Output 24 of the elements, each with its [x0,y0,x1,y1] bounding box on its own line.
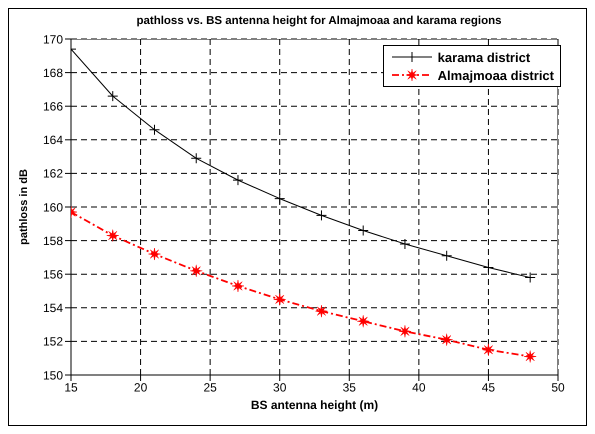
y-tick-label: 150 [42,368,64,382]
y-axis-title: pathloss in dB [18,169,30,245]
x-axis-title: BS antenna height (m) [250,398,378,412]
x-tick-label: 35 [342,380,356,395]
y-tick-label: 154 [42,301,64,316]
x-tick-label: 15 [64,380,78,395]
x-tick-label: 40 [412,380,426,395]
x-tick-label: 25 [203,380,218,395]
x-tick-label: 30 [273,380,287,395]
legend-label: Almajmoaa district [438,68,554,82]
y-tick-label: 156 [42,267,64,282]
y-tick-label: 152 [42,334,64,349]
legend-label: karama district [438,50,530,64]
chart-title: pathloss vs. BS antenna height for Almajmoaa and karama regions [135,15,503,27]
x-tick-label: 50 [551,380,565,395]
x-tick-label: 20 [134,380,148,395]
y-tick-label: 166 [42,99,64,114]
y-tick-label: 168 [42,66,64,80]
y-tick-label: 164 [42,133,64,148]
y-tick-label: 162 [42,166,64,181]
y-tick-label: 158 [42,234,64,248]
y-tick-label: 160 [42,200,64,214]
y-tick-label: 170 [42,32,64,46]
x-tick-label: 45 [482,380,496,395]
